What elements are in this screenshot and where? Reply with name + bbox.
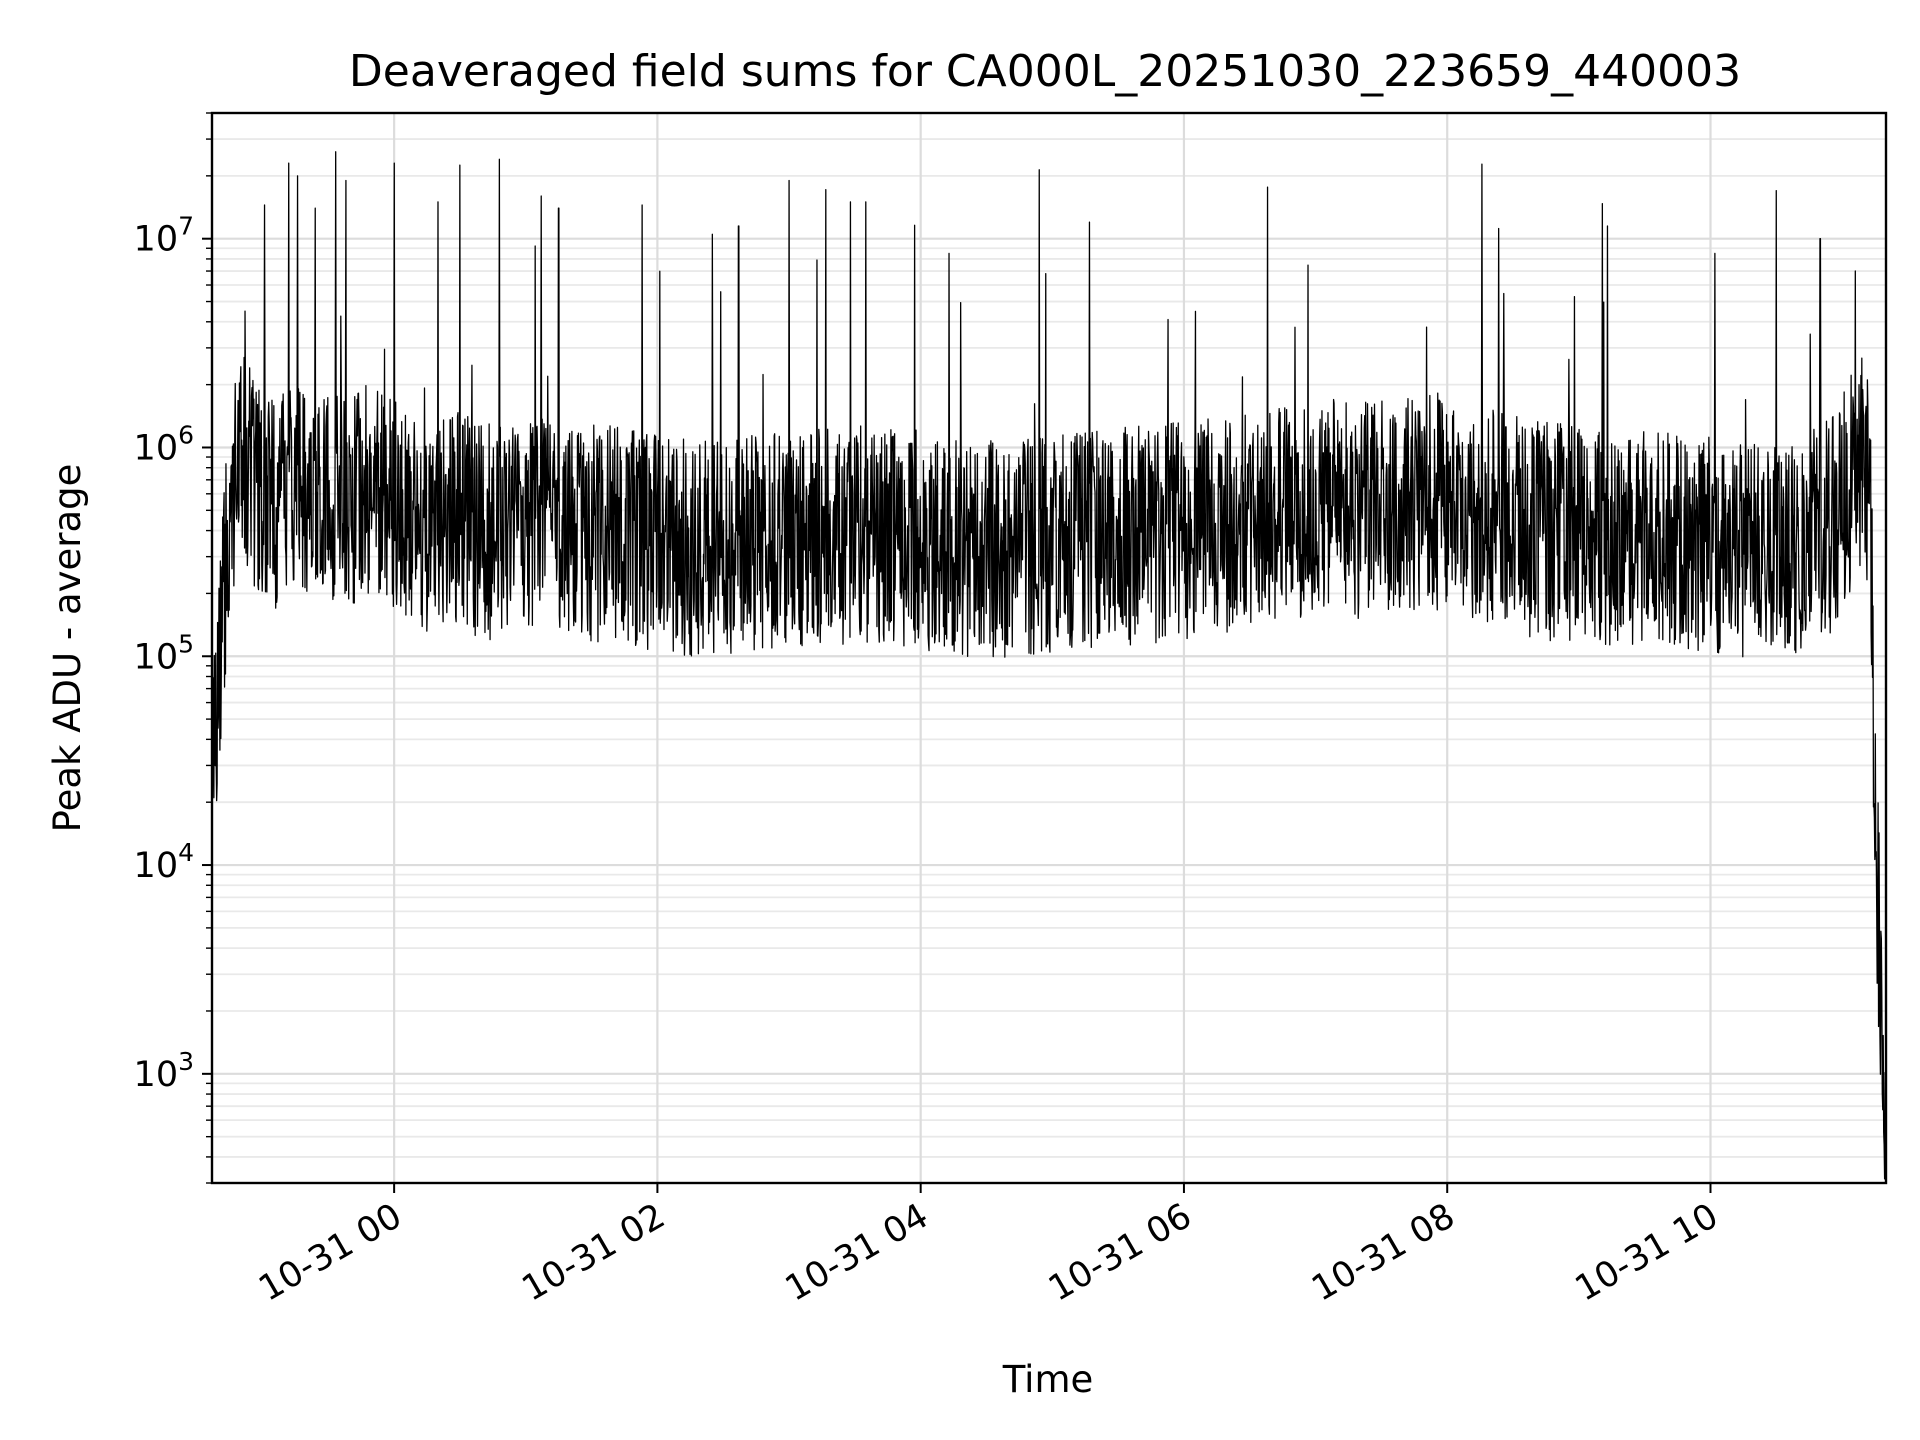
y-tick-label: 106	[134, 420, 194, 468]
chart-title: Deaveraged field sums for CA000L_2025103…	[349, 46, 1741, 97]
axis-ticks: 103 104 105 106 107 10-31 00 10-31 02 10-31 04 1…	[134, 112, 1725, 1309]
y-tick-label: 104	[134, 838, 194, 886]
series-line-peak-adu	[211, 151, 1887, 1180]
y-tick-label: 107	[134, 212, 194, 260]
y-tick-label: 105	[134, 629, 194, 677]
y-tick-label: 103	[134, 1047, 194, 1095]
x-tick-label: 10-31 00	[252, 1196, 408, 1309]
x-tick-label: 10-31 06	[1042, 1196, 1198, 1309]
plot-frame	[210, 111, 1888, 1185]
x-tick-label: 10-31 02	[516, 1196, 672, 1309]
x-tick-label: 10-31 10	[1569, 1196, 1725, 1309]
x-axis-label: Time	[1002, 1358, 1094, 1401]
y-axis-label: Peak ADU - average	[46, 464, 89, 833]
data-series	[211, 151, 1887, 1180]
x-tick-label: 10-31 08	[1305, 1196, 1461, 1309]
grid-lines	[212, 112, 1886, 1184]
x-tick-label: 10-31 04	[779, 1196, 935, 1309]
